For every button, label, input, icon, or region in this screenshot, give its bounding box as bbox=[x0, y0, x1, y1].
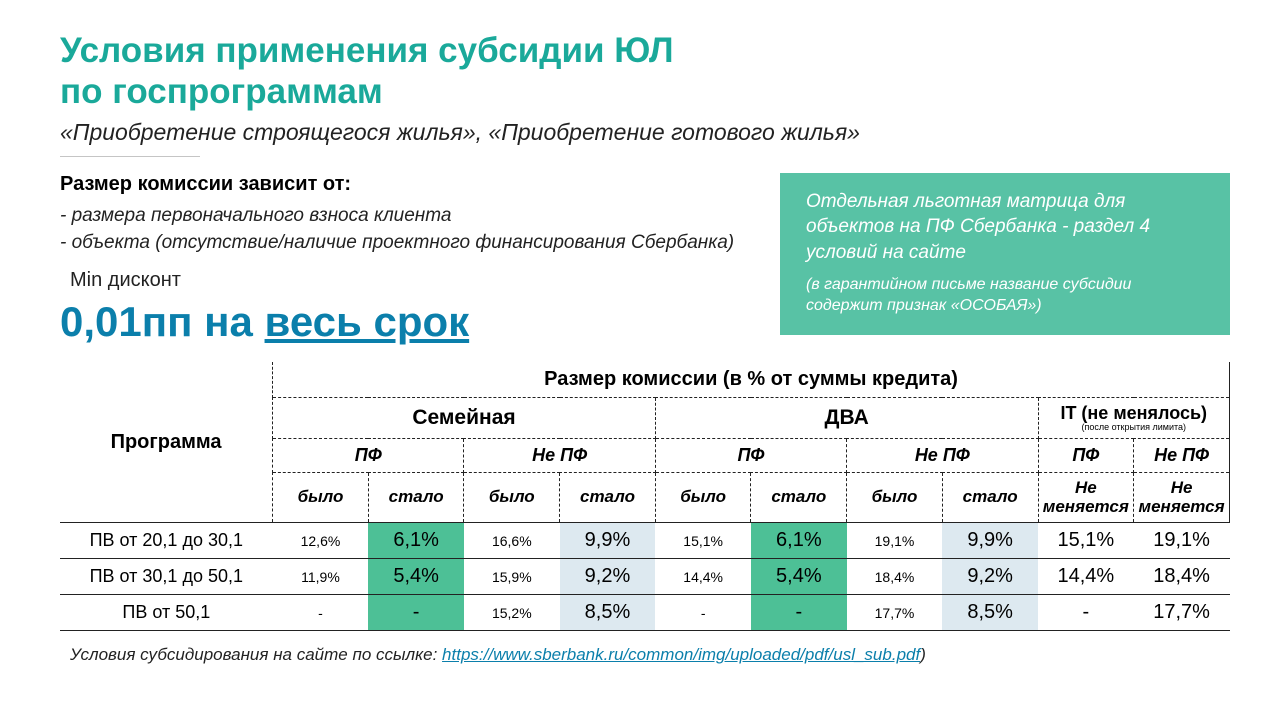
depends-item-2: - объекта (отсутствие/наличие проектного… bbox=[60, 229, 740, 257]
th-fam-pf: ПФ bbox=[273, 439, 464, 473]
top-row: Размер комиссии зависит от: - размера пе… bbox=[60, 173, 1230, 360]
th-now: стало bbox=[560, 473, 656, 523]
headline-rate-underline: весь срок bbox=[265, 298, 470, 345]
cell-now: 8,5% bbox=[942, 595, 1038, 631]
th-was: было bbox=[655, 473, 751, 523]
cell-now: 9,9% bbox=[942, 523, 1038, 559]
footnote-link[interactable]: https://www.sberbank.ru/common/img/uploa… bbox=[442, 645, 920, 664]
depends-item-1: - размера первоначального взноса клиента bbox=[60, 202, 740, 230]
cell-now: 5,4% bbox=[368, 559, 464, 595]
th-was: было bbox=[847, 473, 943, 523]
cell-was: - bbox=[273, 595, 369, 631]
cell-was: 17,7% bbox=[847, 595, 943, 631]
cell-now: 9,9% bbox=[560, 523, 656, 559]
title-line-1: Условия применения субсидии ЮЛ bbox=[60, 31, 674, 70]
cell-it: 15,1% bbox=[1038, 523, 1134, 559]
row-label: ПВ от 50,1 bbox=[60, 595, 273, 631]
page: Условия применения субсидии ЮЛ по госпро… bbox=[0, 0, 1280, 665]
cell-was: 15,2% bbox=[464, 595, 560, 631]
cell-was: - bbox=[655, 595, 751, 631]
th-dva: ДВА bbox=[655, 397, 1038, 438]
th-it-label: IT (не менялось) bbox=[1060, 403, 1207, 423]
th-dva-nopf: Не ПФ bbox=[847, 439, 1038, 473]
cell-it: 18,4% bbox=[1134, 559, 1230, 595]
cell-was: 18,4% bbox=[847, 559, 943, 595]
cell-it: 19,1% bbox=[1134, 523, 1230, 559]
table-row: ПВ от 30,1 до 50,1 11,9% 5,4% 15,9% 9,2%… bbox=[60, 559, 1230, 595]
divider bbox=[60, 156, 200, 157]
cell-was: 12,6% bbox=[273, 523, 369, 559]
headline-rate: 0,01пп на весь срок bbox=[60, 298, 740, 346]
callout-sub: (в гарантийном письме название субсидии … bbox=[806, 274, 1204, 317]
cell-was: 19,1% bbox=[847, 523, 943, 559]
th-was: было bbox=[464, 473, 560, 523]
table-row: ПВ от 50,1 - - 15,2% 8,5% - - 17,7% 8,5%… bbox=[60, 595, 1230, 631]
cell-now: 8,5% bbox=[560, 595, 656, 631]
th-now: стало bbox=[368, 473, 464, 523]
th-program: Программа bbox=[60, 362, 273, 523]
cell-was: 16,6% bbox=[464, 523, 560, 559]
th-now: стало bbox=[751, 473, 847, 523]
depends-heading: Размер комиссии зависит от: bbox=[60, 173, 740, 196]
title-line-2: по госпрограммам bbox=[60, 72, 383, 111]
cell-now: 5,4% bbox=[751, 559, 847, 595]
callout-box: Отдельная льготная матрица для объектов … bbox=[780, 173, 1230, 335]
th-nochange: Не меняется bbox=[1134, 473, 1230, 523]
table-row: ПВ от 20,1 до 30,1 12,6% 6,1% 16,6% 9,9%… bbox=[60, 523, 1230, 559]
cell-now: 9,2% bbox=[942, 559, 1038, 595]
page-title: Условия применения субсидии ЮЛ по госпро… bbox=[60, 30, 1230, 113]
footnote: Условия субсидирования на сайте по ссылк… bbox=[60, 645, 1230, 665]
th-it-pf: ПФ bbox=[1038, 439, 1134, 473]
row-label: ПВ от 20,1 до 30,1 bbox=[60, 523, 273, 559]
cell-was: 15,1% bbox=[655, 523, 751, 559]
footnote-prefix: Условия субсидирования на сайте по ссылк… bbox=[70, 645, 442, 664]
cell-now: - bbox=[751, 595, 847, 631]
callout-main: Отдельная льготная матрица для объектов … bbox=[806, 191, 1150, 263]
th-dva-pf: ПФ bbox=[655, 439, 846, 473]
commission-table: Программа Размер комиссии (в % от суммы … bbox=[60, 362, 1230, 632]
cell-it: 17,7% bbox=[1134, 595, 1230, 631]
cell-was: 14,4% bbox=[655, 559, 751, 595]
th-now: стало bbox=[942, 473, 1038, 523]
th-main: Размер комиссии (в % от суммы кредита) bbox=[273, 362, 1230, 398]
th-was: было bbox=[273, 473, 369, 523]
cell-now: 9,2% bbox=[560, 559, 656, 595]
th-it-note: (после открытия лимита) bbox=[1043, 423, 1226, 432]
subtitle: «Приобретение строящегося жилья», «Приоб… bbox=[60, 119, 1230, 146]
footnote-suffix: ) bbox=[920, 645, 926, 664]
row-label: ПВ от 30,1 до 50,1 bbox=[60, 559, 273, 595]
cell-it: - bbox=[1038, 595, 1134, 631]
cell-now: - bbox=[368, 595, 464, 631]
cell-was: 15,9% bbox=[464, 559, 560, 595]
cell-now: 6,1% bbox=[751, 523, 847, 559]
th-fam-nopf: Не ПФ bbox=[464, 439, 655, 473]
th-it-nopf: Не ПФ bbox=[1134, 439, 1230, 473]
cell-it: 14,4% bbox=[1038, 559, 1134, 595]
th-nochange: Не меняется bbox=[1038, 473, 1134, 523]
left-column: Размер комиссии зависит от: - размера пе… bbox=[60, 173, 740, 360]
headline-rate-plain: 0,01пп на bbox=[60, 298, 265, 345]
cell-was: 11,9% bbox=[273, 559, 369, 595]
th-it: IT (не менялось) (после открытия лимита) bbox=[1038, 397, 1230, 438]
th-family: Семейная bbox=[273, 397, 656, 438]
min-discount-label: Min дисконт bbox=[70, 269, 740, 292]
cell-now: 6,1% bbox=[368, 523, 464, 559]
